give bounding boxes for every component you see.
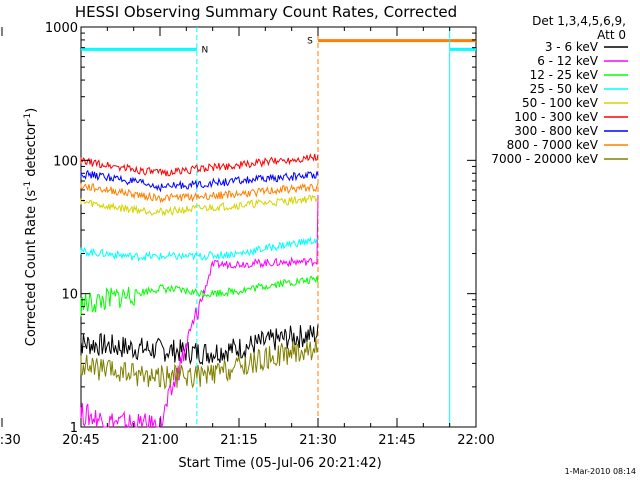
y-label-exponent: -1 [23, 113, 33, 122]
legend-label: 25 - 50 keV [530, 82, 599, 96]
legend-label: 100 - 300 keV [514, 110, 598, 124]
x-tick-label: 20:30 [0, 433, 21, 448]
legend-label: 6 - 12 keV [537, 54, 599, 68]
y-tick-label: 1 [70, 421, 78, 436]
x-tick-label: 20:45 [62, 433, 99, 448]
y-axis-label: Corrected Count Rate (s-1 detector-1) [23, 108, 39, 346]
axis-layer: 20:30 20:45 21:00 21:15 21:30 21:45 22:00 1 10 10… [0, 21, 495, 448]
legend-label: 12 - 25 keV [530, 68, 599, 82]
plot-frame [80, 26, 477, 428]
y-label-text: detector [24, 121, 39, 181]
x-tick-label: 21:30 [299, 433, 336, 448]
legend-header: Att 0 [597, 28, 626, 42]
series-line [80, 275, 319, 317]
x-tick-label: 21:45 [378, 433, 415, 448]
series-line [80, 169, 319, 193]
flag-label: S [307, 37, 313, 47]
timestamp: 1-Mar-2010 08:14 [565, 467, 636, 476]
x-tick-label: 21:00 [141, 433, 178, 448]
series-line [80, 236, 319, 262]
y-label-text: Corrected Count Rate (s [24, 190, 39, 347]
y-tick-label: 100 [53, 154, 78, 169]
x-tick-label: 21:15 [220, 433, 257, 448]
x-tick-label: 22:00 [457, 433, 494, 448]
series-line [80, 337, 319, 390]
y-label-exponent: -1 [23, 181, 33, 190]
series-line [80, 153, 319, 177]
legend-label: 7000 - 20000 keV [491, 152, 598, 166]
legend-label: 3 - 6 keV [545, 40, 599, 54]
y-tick-label: 1000 [45, 21, 78, 36]
series-line [80, 324, 319, 366]
series-line [80, 194, 319, 216]
legend-header: Det 1,3,4,5,6,9, [532, 14, 626, 28]
series-layer [80, 153, 319, 429]
legend-label: 800 - 7000 keV [507, 138, 599, 152]
legend-label: 50 - 100 keV [522, 96, 599, 110]
y-label-text: ) [24, 108, 39, 113]
chart-title: HESSI Observing Summary Count Rates, Cor… [75, 3, 457, 21]
x-axis-label: Start Time (05-Jul-06 20:21:42) [178, 456, 381, 471]
y-tick-label: 10 [61, 288, 78, 303]
series-line [80, 195, 319, 429]
legend-label: 300 - 800 keV [514, 124, 598, 138]
series-line [80, 182, 319, 204]
flag-layer: NS [81, 27, 476, 427]
flag-label: N [201, 45, 208, 55]
